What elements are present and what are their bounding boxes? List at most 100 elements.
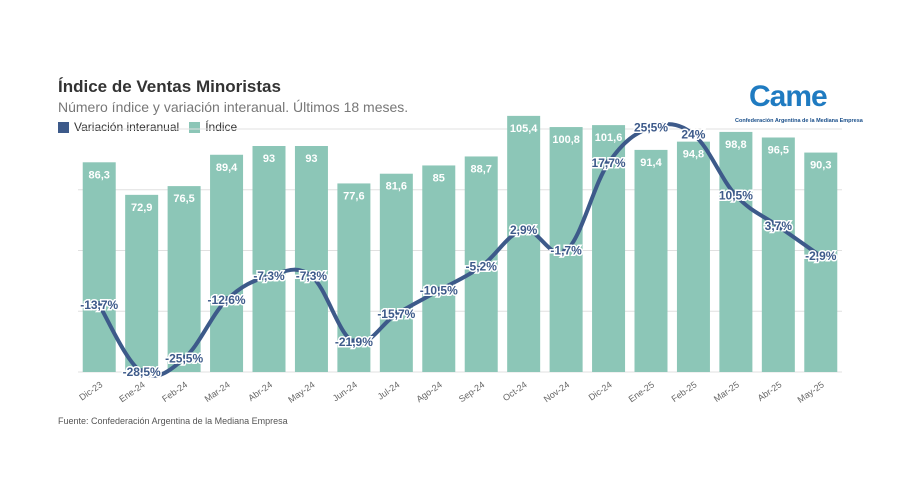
line-point	[562, 246, 571, 255]
line-point	[265, 272, 273, 281]
x-tick-label: Jun-24	[331, 379, 359, 403]
bar-value-label: 93	[263, 153, 275, 165]
bar-value-label: 90,3	[810, 160, 831, 172]
legend-swatch-indice	[189, 121, 201, 133]
line-value-label: -12,6%	[208, 293, 246, 307]
x-tick-label: Dic-23	[77, 379, 104, 402]
came-logo: Came Confederación Argentina de la Media…	[735, 80, 863, 126]
line-point	[307, 272, 316, 281]
line-value-label: -7,3%	[253, 269, 285, 283]
line-point	[689, 130, 698, 139]
bar-value-label: 105,4	[510, 123, 538, 135]
legend: Variación interanual Índice	[58, 120, 247, 134]
line-point	[731, 191, 740, 200]
line-value-label: -13,7%	[80, 298, 118, 312]
line-labels: -13,7% -28,5% -25,5% -12,6% -7,3% -7,3% -21,9%…	[79, 119, 839, 381]
gridlines	[78, 128, 842, 373]
line-value-label: -1,7%	[550, 244, 582, 258]
line-point	[477, 262, 486, 271]
line-point	[774, 222, 783, 231]
x-tick-label: Sep-24	[457, 379, 487, 404]
bar-feb-25	[676, 141, 710, 372]
legend-item-indice: Índice	[189, 120, 237, 134]
bar-value-label: 96,5	[768, 145, 789, 157]
logo-tagline: Confederación Argentina de la Mediana Em…	[735, 118, 863, 124]
bar-oct-24	[507, 115, 541, 373]
line-point	[95, 301, 104, 310]
line-value-label: 10,5%	[719, 188, 753, 202]
x-tick-label: Mar-24	[203, 379, 232, 404]
x-tick-label: Ene-25	[627, 379, 657, 404]
x-tick-label: Nov-24	[542, 379, 572, 404]
bar-jul-24	[379, 173, 413, 372]
x-tick-label: Mar-25	[712, 379, 741, 404]
bar-value-label: 85	[433, 172, 445, 184]
x-tick-label: May-25	[796, 379, 826, 404]
x-axis-ticks: Dic-23 Ene-24 Feb-24 Mar-24 Abr-24 May-24 Jun-…	[77, 379, 826, 404]
bar-may-25	[804, 152, 838, 372]
line-value-label: -2,9%	[805, 249, 837, 263]
legend-label-variacion: Variación interanual	[74, 120, 180, 134]
bar-value-label: 93	[305, 153, 317, 165]
x-tick-label: Oct-24	[501, 379, 529, 403]
line-value-label: -7,3%	[296, 269, 328, 283]
x-tick-label: Abr-24	[246, 379, 274, 403]
bar-feb-24	[167, 186, 201, 372]
bar-value-label: 81,6	[386, 181, 407, 193]
bar-may-24	[294, 146, 328, 372]
x-tick-label: Feb-25	[669, 379, 698, 404]
line-point	[647, 123, 655, 132]
bar-value-label: 86,3	[89, 169, 110, 181]
bar-mar-25	[719, 131, 753, 372]
legend-swatch-variacion	[58, 121, 69, 133]
bar-value-label: 100,8	[552, 134, 580, 146]
line-point	[349, 338, 358, 347]
line-value-label: -10,5%	[420, 284, 458, 298]
bar-value-label: 76,5	[173, 193, 194, 205]
bar-value-label: 101,6	[595, 132, 623, 144]
bar-ago-24	[422, 165, 456, 372]
line-point	[816, 252, 825, 261]
x-tick-label: Abr-25	[756, 379, 784, 403]
x-tick-label: Jul-24	[376, 379, 402, 401]
bar-value-label: 88,7	[471, 163, 492, 175]
bar-value-label: 72,9	[131, 202, 152, 214]
x-tick-label: May-24	[286, 379, 316, 404]
line-point	[222, 296, 231, 305]
line-value-label: 24%	[681, 127, 705, 141]
bar-value-label: 98,8	[725, 139, 746, 151]
bars: 86,3 72,9 76,5 89,4 93 93 77,6 81,6 85 88,7 105,4 1…	[82, 115, 838, 373]
line-value-label: -21,9%	[335, 335, 373, 349]
bar-value-label: 77,6	[343, 190, 364, 202]
source-note: Fuente: Confederación Argentina de la Me…	[58, 416, 288, 426]
x-tick-label: Feb-24	[160, 379, 189, 404]
line-value-label: -28,5%	[123, 365, 161, 379]
bar-mar-24	[210, 154, 244, 372]
line-point	[519, 225, 528, 234]
bar-abr-25	[761, 137, 795, 372]
x-tick-label: Ago-24	[414, 379, 444, 404]
bar-dic-23	[82, 162, 116, 372]
line-value-label: -15,7%	[377, 307, 415, 321]
line-value-label: -5,2%	[466, 260, 498, 274]
line-point	[137, 368, 146, 377]
chart-title: Índice de Ventas Minoristas	[58, 77, 281, 96]
bar-abr-24	[252, 146, 286, 372]
line-value-label: 25,5%	[634, 120, 668, 134]
bar-value-label: 91,4	[640, 157, 662, 169]
legend-item-variacion: Variación interanual	[58, 120, 179, 134]
line-value-label: -25,5%	[165, 352, 203, 366]
line-point	[434, 286, 443, 295]
line-point	[180, 354, 189, 363]
line-point	[604, 158, 613, 167]
line-value-label: 3,7%	[765, 219, 793, 233]
legend-label-indice: Índice	[205, 120, 238, 134]
line-value-label: 17,7%	[592, 156, 626, 170]
bar-value-label: 89,4	[216, 162, 238, 174]
bar-value-label: 94,8	[683, 149, 704, 161]
line-value-label: 2,9%	[510, 223, 538, 237]
logo-wordmark: Came	[749, 80, 828, 113]
x-tick-label: Ene-24	[117, 379, 147, 404]
bar-ene-24	[125, 194, 159, 372]
